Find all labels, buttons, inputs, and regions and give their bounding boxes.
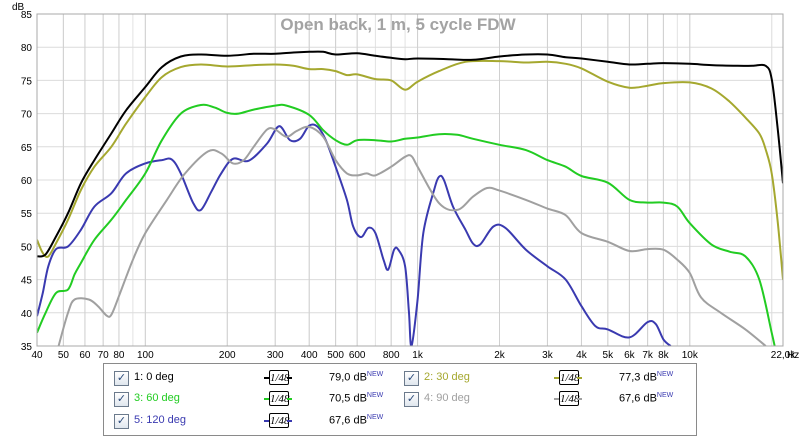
- x-tick-label: 6k: [624, 350, 636, 360]
- y-tick-label: 40: [21, 309, 33, 320]
- legend-checkbox-0deg[interactable]: ✓: [114, 371, 129, 386]
- level-value: 67,6 dBNEW: [329, 414, 384, 427]
- series-line-2-30-deg: [37, 59, 783, 280]
- y-tick-label: 35: [21, 342, 33, 353]
- x-tick-label: 80: [113, 350, 125, 360]
- x-tick-label: 200: [219, 350, 236, 360]
- y-tick-label: 50: [21, 242, 33, 253]
- legend-panel: ✓ 1: 0 deg 1/48 79,0 dBNEW ✓ 2: 30 deg 1…: [103, 363, 697, 436]
- chart-title: Open back, 1 m, 5 cycle FDW: [280, 15, 516, 34]
- x-tick-label: 10k: [682, 350, 699, 360]
- y-tick-label: 80: [21, 43, 33, 54]
- legend-label-120deg: 5: 120 deg: [134, 414, 186, 426]
- legend-label-60deg: 3: 60 deg: [134, 392, 180, 404]
- x-tick-label: 100: [137, 350, 154, 360]
- smoothing-label: 1/48: [269, 391, 290, 406]
- x-tick-label: 70: [98, 350, 110, 360]
- x-axis-label: Hz: [787, 350, 799, 360]
- x-tick-label: 500: [327, 350, 344, 360]
- level-value: 70,5 dBNEW: [329, 392, 384, 405]
- y-tick-label: 45: [21, 276, 33, 287]
- x-tick-label: 7k: [642, 350, 654, 360]
- smoothing-label: 1/48: [269, 370, 290, 385]
- x-tick-label: 4k: [576, 350, 588, 360]
- legend-checkbox-30deg[interactable]: ✓: [404, 371, 419, 386]
- y-tick-label: 70: [21, 110, 33, 121]
- x-tick-label: 40: [31, 350, 43, 360]
- legend-checkbox-90deg[interactable]: ✓: [404, 392, 419, 407]
- series-line-3-60-deg: [37, 103, 776, 346]
- plot-border: [36, 13, 784, 347]
- x-tick-label: 50: [58, 350, 70, 360]
- y-tick-label: 85: [21, 10, 33, 21]
- legend-checkbox-120deg[interactable]: ✓: [114, 414, 129, 429]
- y-tick-label: 65: [21, 143, 33, 154]
- level-value: 77,3 dBNEW: [619, 371, 674, 384]
- smoothing-label: 1/48: [559, 391, 580, 406]
- x-tick-label: 800: [383, 350, 400, 360]
- x-tick-label: 22,0k: [771, 350, 796, 360]
- y-tick-label: 60: [21, 176, 33, 187]
- legend-label-30deg: 2: 30 deg: [424, 371, 470, 383]
- level-value: 67,6 dBNEW: [619, 392, 674, 405]
- x-tick-label: 300: [267, 350, 284, 360]
- legend-label-90deg: 4: 90 deg: [424, 392, 470, 404]
- x-tick-label: 600: [349, 350, 366, 360]
- smoothing-label: 1/48: [269, 413, 290, 428]
- legend-checkbox-60deg[interactable]: ✓: [114, 392, 129, 407]
- x-tick-label: 1k: [412, 350, 424, 360]
- series-line-1-0-deg: [37, 50, 783, 258]
- y-axis-label: dB: [12, 2, 25, 13]
- x-tick-label: 3k: [542, 350, 554, 360]
- level-value: 79,0 dBNEW: [329, 371, 384, 384]
- smoothing-label: 1/48: [559, 370, 580, 385]
- x-tick-label: 60: [79, 350, 91, 360]
- y-tick-label: 55: [21, 209, 33, 220]
- y-tick-label: 75: [21, 76, 33, 87]
- legend-label-0deg: 1: 0 deg: [134, 371, 174, 383]
- x-tick-label: 8k: [658, 350, 670, 360]
- x-tick-label: 5k: [603, 350, 615, 360]
- series-line-5-120-deg: [37, 123, 672, 346]
- series-line-4-90-deg: [57, 125, 767, 346]
- x-tick-label: 400: [301, 350, 318, 360]
- x-tick-label: 2k: [494, 350, 506, 360]
